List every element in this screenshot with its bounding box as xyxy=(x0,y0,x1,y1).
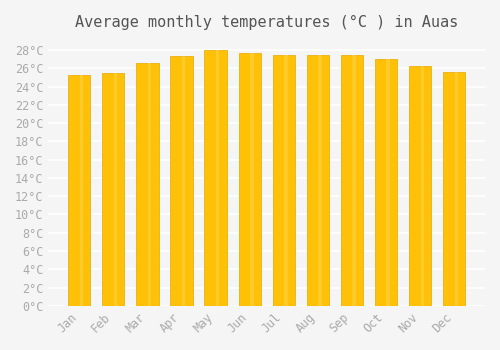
Bar xyxy=(306,55,329,306)
Bar xyxy=(80,75,83,306)
Bar xyxy=(272,55,295,306)
Bar xyxy=(136,63,158,306)
Bar xyxy=(443,72,465,306)
Bar xyxy=(182,56,186,306)
Bar xyxy=(238,53,260,306)
Bar xyxy=(114,73,117,306)
Bar xyxy=(352,55,356,306)
Bar xyxy=(409,66,431,306)
Bar xyxy=(454,72,458,306)
Title: Average monthly temperatures (°C ) in Auas: Average monthly temperatures (°C ) in Au… xyxy=(75,15,458,30)
Bar xyxy=(386,59,390,306)
Bar xyxy=(375,59,397,306)
Bar xyxy=(102,73,124,306)
Bar xyxy=(250,53,254,306)
Bar xyxy=(420,66,424,306)
Bar xyxy=(284,55,288,306)
Bar xyxy=(318,55,322,306)
Bar xyxy=(341,55,363,306)
Bar xyxy=(68,75,90,306)
Bar xyxy=(216,50,220,306)
Bar xyxy=(170,56,192,306)
Bar xyxy=(204,50,227,306)
Bar xyxy=(148,63,152,306)
